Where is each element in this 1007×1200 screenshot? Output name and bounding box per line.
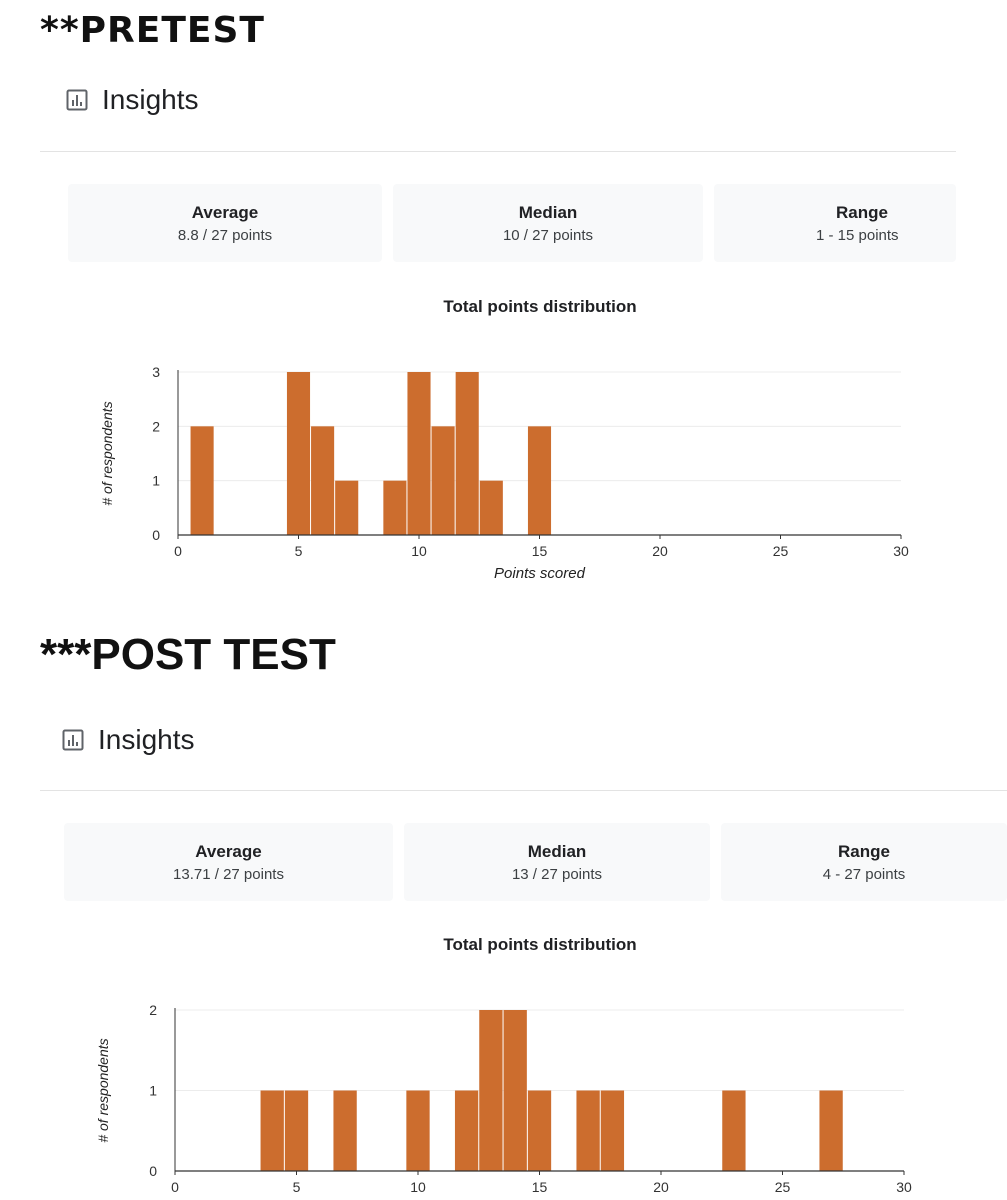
histogram-bar [600,1090,625,1171]
histogram-bar [527,426,552,535]
card-label: Range [836,203,888,222]
chart-title: Total points distribution [443,935,637,954]
card-value: 13 / 27 points [511,866,603,883]
card-label: Average [195,842,262,861]
y-tick-label: 1 [152,473,160,489]
x-axis-label: Points scored [494,565,586,582]
x-tick-label: 20 [652,543,668,559]
card-label: Average [191,203,259,222]
y-tick-label: 0 [149,1163,157,1179]
range-card: Range 4 - 27 points [721,823,1007,901]
x-tick-label: 10 [410,1179,426,1195]
x-tick-label: 10 [411,543,427,559]
histogram-bar [576,1090,600,1171]
card-label: Range [838,842,890,861]
divider [40,151,956,152]
pretest-insights-header: Insights [66,84,199,116]
y-tick-label: 2 [149,1002,157,1018]
median-card: Median 10 / 27 points [393,184,703,262]
histogram-bar [284,1090,309,1171]
histogram-bar [722,1090,746,1171]
bar-chart-icon [66,89,88,111]
x-tick-label: 5 [295,543,303,559]
average-card: Average 13.71 / 27 points [64,823,393,901]
histogram-bar [260,1090,284,1171]
y-axis-label: # of respondents [95,1038,111,1142]
x-tick-label: 0 [174,543,182,559]
histogram-bar [286,372,311,535]
histogram-bar [819,1090,843,1171]
histogram-bar [479,1010,503,1171]
insights-title: Insights [98,724,195,755]
chart-title: Total points distribution [443,297,637,316]
y-axis-label: # of respondents [99,401,115,505]
card-value: 4 - 27 points [822,866,906,883]
bar-chart-icon [62,729,84,751]
histogram-bar [503,1010,527,1171]
posttest-insights-header: Insights [62,724,195,756]
card-value: 10 / 27 points [502,227,594,244]
y-tick-label: 0 [152,527,160,543]
histogram-bar [407,372,431,535]
x-tick-label: 15 [532,543,548,559]
y-tick-label: 1 [149,1083,157,1099]
histogram-bar [406,1090,430,1171]
histogram-bar [479,480,503,535]
histogram-bar [527,1090,552,1171]
y-tick-label: 3 [152,364,160,380]
card-label: Median [518,203,578,222]
card-value: 1 - 15 points [816,227,899,244]
pretest-heading: **PRETEST [40,10,265,51]
histogram-bar [431,426,455,535]
x-tick-label: 25 [775,1179,791,1195]
x-tick-label: 0 [171,1179,179,1195]
x-tick-label: 20 [653,1179,669,1195]
divider [40,790,1007,791]
posttest-heading: ***POST TEST [40,630,336,679]
card-value: 8.8 / 27 points [177,227,273,244]
card-label: Median [527,842,587,861]
y-tick-label: 2 [152,418,160,434]
x-tick-label: 15 [532,1179,548,1195]
x-tick-label: 25 [773,543,789,559]
median-card: Median 13 / 27 points [404,823,710,901]
x-tick-label: 30 [893,543,909,559]
histogram-bar [311,426,335,535]
histogram-bar [383,480,407,535]
card-value: 13.71 / 27 points [173,866,284,883]
histogram-bar [333,1090,357,1171]
histogram-bar [455,372,479,535]
average-card: Average 8.8 / 27 points [68,184,382,262]
histogram-bar [454,1090,479,1171]
range-card: Range 1 - 15 points [714,184,956,262]
histogram-bar [335,480,359,535]
x-tick-label: 30 [896,1179,912,1195]
histogram-bar [190,426,214,535]
insights-title: Insights [102,84,199,115]
x-tick-label: 5 [293,1179,301,1195]
